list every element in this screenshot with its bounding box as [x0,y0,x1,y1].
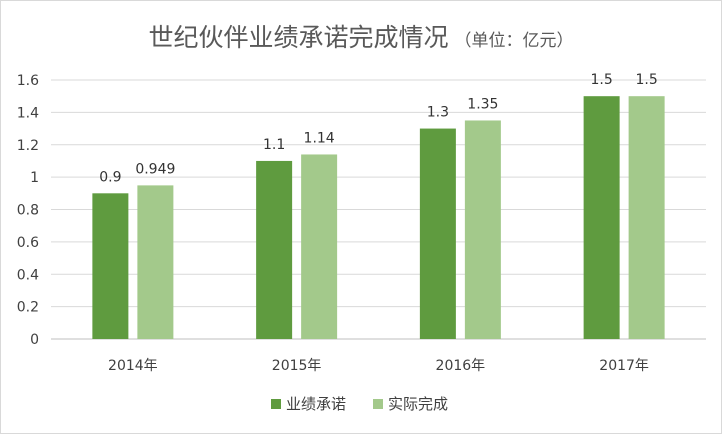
legend: 业绩承诺 实际完成 [271,395,448,413]
chart-title-unit: （单位：亿元） [455,31,574,51]
data-labels: 0.9 0.949 1.1 1.14 1.3 1.35 1.5 1.5 [99,72,658,185]
x-tick-label: 2016年 [436,358,486,374]
data-label: 1.1 [263,137,285,153]
data-label: 0.9 [99,169,121,185]
x-axis-ticks: 2014年 2015年 2016年 2017年 [108,358,649,374]
legend-label: 业绩承诺 [286,395,346,413]
data-label: 1.14 [304,130,335,146]
y-tick-label: 0 [30,332,39,348]
y-tick-label: 0.4 [17,267,39,283]
x-tick-label: 2015年 [272,358,322,374]
y-tick-label: 1.4 [17,105,39,121]
data-label: 1.3 [427,105,449,121]
bar-actual-0 [137,185,174,339]
x-tick-label: 2014年 [108,358,158,374]
data-label: 1.35 [467,96,498,112]
y-tick-label: 1 [30,170,39,186]
bar-commitment-3 [583,96,620,339]
bar-actual-1 [301,154,338,339]
data-label: 1.5 [635,72,657,88]
legend-swatch [373,399,383,409]
y-tick-label: 1.6 [17,73,39,89]
y-tick-label: 0.6 [17,235,39,251]
data-label: 0.949 [135,161,175,177]
x-tick-label: 2017年 [599,358,649,374]
bar-actual-3 [628,96,665,339]
bars [92,96,665,339]
legend-label: 实际完成 [388,395,448,413]
bar-actual-2 [464,120,501,339]
y-axis-ticks: 0 0.2 0.4 0.6 0.8 1 1.2 1.4 1.6 [17,73,39,348]
y-tick-label: 0.2 [17,300,39,316]
y-tick-label: 1.2 [17,138,39,154]
chart-title-main: 世纪伙伴业绩承诺完成情况 [148,23,448,52]
y-tick-label: 0.8 [17,203,39,219]
bar-commitment-0 [92,193,129,339]
chart-title: 世纪伙伴业绩承诺完成情况 （单位：亿元） [148,23,573,52]
bar-commitment-1 [256,160,293,339]
bar-commitment-2 [419,128,456,339]
legend-swatch [271,399,281,409]
data-label: 1.5 [590,72,612,88]
